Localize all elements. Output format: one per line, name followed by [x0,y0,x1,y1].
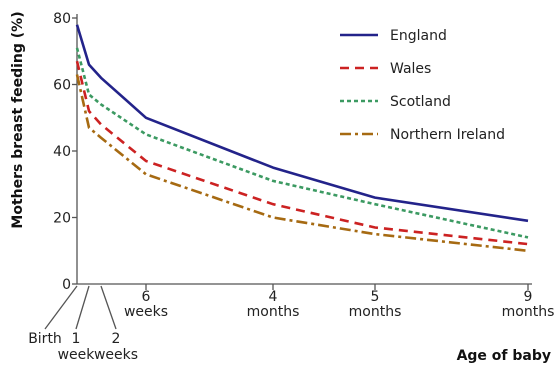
y-tick-label: 0 [62,277,71,293]
series-line-northern-ireland [75,74,529,253]
legend-label: Northern Ireland [390,127,505,143]
series-line-wales [75,60,529,246]
x-tick-label: 9 [524,289,533,305]
x-tick-leader [44,285,78,330]
legend: England Wales Scotland Northern Ireland [340,28,505,143]
x-tick-label: months [502,304,555,320]
x-tick-label: 1 [72,331,81,347]
x-tick-label: weeks [94,347,138,363]
x-tick-label: 6 [142,289,151,305]
x-tick-label: Birth [28,331,62,347]
axes [76,14,532,285]
x-tick-label: months [349,304,402,320]
series-line-england [75,24,529,223]
x-tick-label: week [58,347,96,363]
legend-label: Wales [390,61,431,77]
x-tick-label: weeks [124,304,168,320]
x-tick-leader [75,285,90,330]
x-tick-label: 4 [269,289,278,305]
x-tick-label: months [247,304,300,320]
y-tick-label: 20 [53,211,71,227]
x-tick-leader [100,285,117,330]
series-line-scotland [75,47,529,239]
x-axis-title: Age of baby [457,348,551,364]
y-tick-label: 80 [53,11,71,27]
series-lines [75,24,529,253]
legend-label: England [390,28,447,44]
y-axis-title: Mothers breast feeding (%) [10,11,26,228]
x-tick-label: 2 [112,331,121,347]
legend-label: Scotland [390,94,451,110]
y-axis-ticks: 0 20 40 60 80 [53,11,77,293]
y-tick-label: 60 [53,78,71,94]
x-tick-label: 5 [371,289,380,305]
x-axis-ticks: Birth 1week2weeks6weeks4months5months9mon… [28,284,554,363]
y-tick-label: 40 [53,144,71,160]
